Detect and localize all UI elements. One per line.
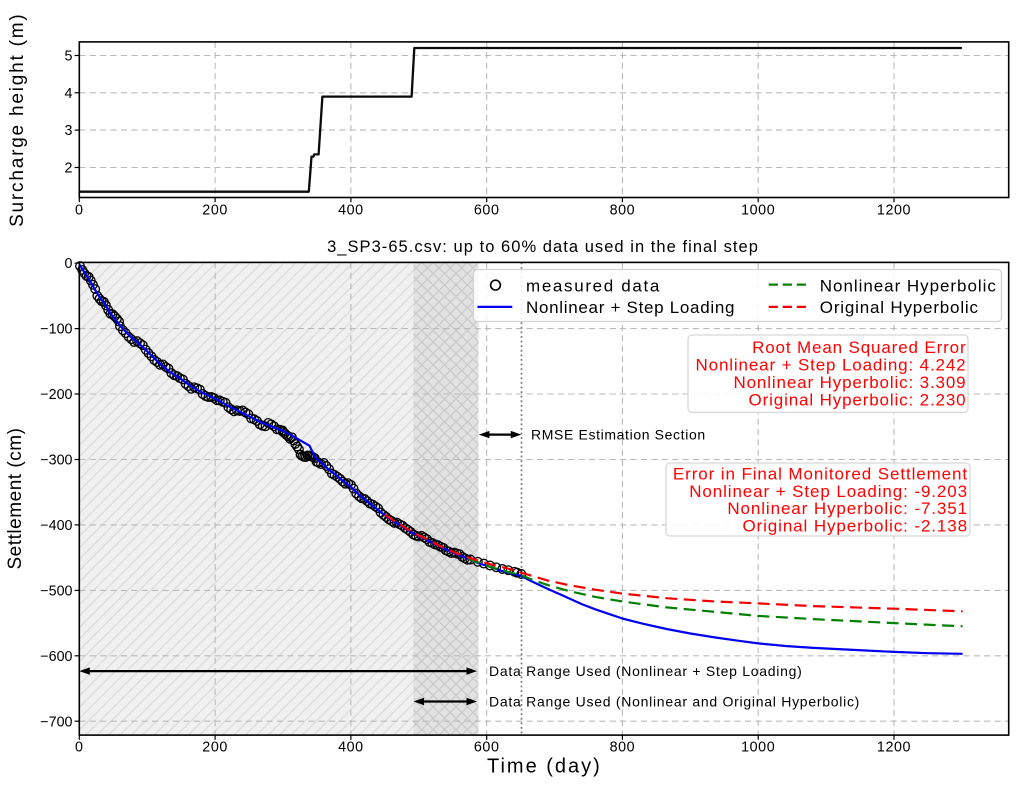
svg-text:400: 400: [338, 202, 364, 218]
svg-text:2: 2: [65, 161, 73, 177]
svg-text:800: 800: [610, 202, 636, 218]
svg-text:200: 200: [202, 740, 228, 756]
svg-text:3: 3: [65, 123, 73, 139]
svg-text:RMSE Estimation Section: RMSE Estimation Section: [531, 426, 706, 442]
svg-text:Error in Final Monitored Settl: Error in Final Monitored Settlement: [673, 464, 968, 483]
svg-text:−600: −600: [40, 649, 72, 665]
svg-text:−300: −300: [40, 453, 72, 469]
svg-text:Nonlinear Hyperbolic: 3.309: Nonlinear Hyperbolic: 3.309: [733, 373, 966, 392]
svg-text:Nonlinear Hyperbolic: Nonlinear Hyperbolic: [820, 276, 997, 295]
svg-text:Nonlinear + Step Loading: Nonlinear + Step Loading: [526, 298, 735, 317]
svg-text:1000: 1000: [741, 202, 775, 218]
svg-text:1200: 1200: [877, 202, 911, 218]
svg-text:Nonlinear + Step Loading: -9.2: Nonlinear + Step Loading: -9.203: [689, 482, 968, 501]
svg-text:5: 5: [65, 49, 73, 65]
svg-text:0: 0: [75, 202, 84, 218]
svg-text:Nonlinear Hyperbolic: -7.351: Nonlinear Hyperbolic: -7.351: [727, 499, 968, 518]
svg-text:0: 0: [65, 256, 73, 272]
svg-text:Original Hyperbolic: -2.138: Original Hyperbolic: -2.138: [742, 516, 968, 535]
svg-text:Settlement (cm): Settlement (cm): [5, 427, 26, 569]
svg-text:1000: 1000: [741, 740, 775, 756]
svg-text:4: 4: [65, 86, 73, 102]
svg-text:Original Hyperbolic: Original Hyperbolic: [820, 298, 979, 317]
svg-text:−200: −200: [40, 387, 72, 403]
svg-text:600: 600: [474, 740, 500, 756]
svg-text:Time (day): Time (day): [487, 756, 602, 778]
svg-text:400: 400: [338, 740, 364, 756]
svg-text:Data Range Used (Nonlinear and: Data Range Used (Nonlinear and Original …: [489, 693, 860, 709]
svg-text:Nonlinear + Step Loading: 4.24: Nonlinear + Step Loading: 4.242: [696, 355, 967, 374]
svg-text:measured data: measured data: [526, 276, 661, 295]
svg-text:200: 200: [202, 202, 228, 218]
svg-text:800: 800: [610, 740, 636, 756]
svg-text:600: 600: [474, 202, 500, 218]
svg-text:1200: 1200: [877, 740, 911, 756]
svg-text:−400: −400: [40, 518, 72, 534]
svg-text:−700: −700: [40, 714, 72, 730]
svg-text:−100: −100: [40, 322, 72, 338]
svg-text:Root Mean Squared Error: Root Mean Squared Error: [752, 338, 966, 357]
svg-text:Data Range Used (Nonlinear + S: Data Range Used (Nonlinear + Step Loadin…: [489, 663, 803, 679]
svg-text:−500: −500: [40, 584, 72, 600]
svg-text:3_SP3-65.csv: up to 60% data u: 3_SP3-65.csv: up to 60% data used in the…: [327, 238, 759, 256]
svg-text:Surcharge height (m): Surcharge height (m): [7, 12, 28, 226]
svg-text:0: 0: [75, 740, 84, 756]
svg-text:Original Hyperbolic: 2.230: Original Hyperbolic: 2.230: [749, 391, 967, 410]
